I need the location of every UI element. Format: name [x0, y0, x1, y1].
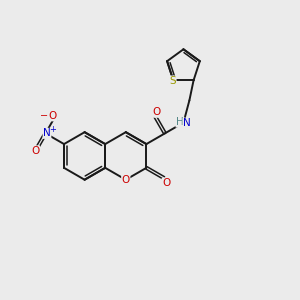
- Text: N: N: [43, 128, 51, 138]
- Text: −: −: [40, 111, 48, 121]
- Text: +: +: [50, 125, 56, 134]
- Text: O: O: [31, 146, 40, 156]
- Text: O: O: [49, 111, 57, 121]
- Text: O: O: [122, 175, 130, 185]
- Text: O: O: [162, 178, 170, 188]
- Text: S: S: [169, 76, 176, 86]
- Text: O: O: [152, 107, 160, 117]
- Text: N: N: [183, 118, 191, 128]
- Text: H: H: [176, 117, 184, 127]
